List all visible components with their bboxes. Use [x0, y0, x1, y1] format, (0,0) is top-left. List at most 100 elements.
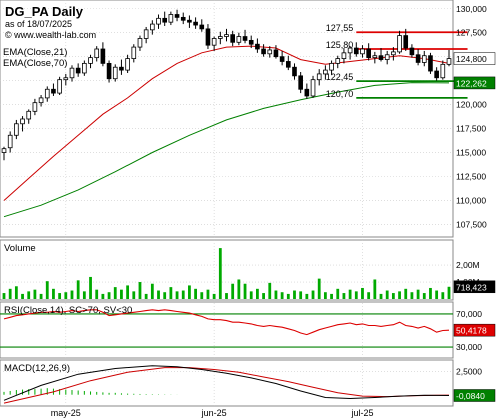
- volume-bar: [354, 291, 358, 299]
- candle-body: [446, 58, 452, 65]
- candle-body: [384, 54, 390, 60]
- volume-bar: [317, 278, 321, 299]
- candle-body: [397, 35, 402, 53]
- volume-bar: [95, 289, 99, 299]
- candle-body: [20, 118, 25, 125]
- candle-body: [94, 48, 100, 59]
- candle-body: [415, 54, 421, 63]
- volume-bar: [200, 292, 204, 299]
- candle-body: [329, 62, 334, 71]
- ema-last-tag-bg: [453, 76, 496, 90]
- axis-labels: 130,000127,500125,000122,500120,000117,5…: [51, 4, 496, 418]
- candle-body: [57, 79, 62, 94]
- volume-bar: [70, 290, 74, 299]
- volume-last-tag-bg: [453, 280, 496, 294]
- volume-bar: [361, 287, 364, 299]
- volume-bar: [305, 293, 309, 299]
- macd-ytick-label: 2,5000: [456, 366, 482, 376]
- volume-bar: [2, 293, 6, 299]
- candle-body: [125, 58, 130, 71]
- volume-bars: [2, 248, 451, 299]
- candle-body: [378, 55, 384, 60]
- volume-bar: [64, 292, 68, 299]
- candle-body: [285, 61, 291, 68]
- rsi-last-tag-bg: [453, 323, 496, 337]
- volume-bar: [367, 292, 371, 299]
- volume-bar: [249, 291, 253, 299]
- candle-body: [7, 134, 13, 149]
- rsi-ytick-label: 30,000: [456, 342, 482, 352]
- candle-body: [341, 52, 347, 59]
- volume-bar: [416, 289, 420, 299]
- volume-ytick-label: 2,00M: [456, 260, 480, 270]
- volume-bar: [299, 291, 303, 299]
- volume-bar: [206, 289, 210, 299]
- level-label: 122,45: [326, 72, 354, 82]
- volume-bar: [132, 291, 136, 299]
- candle-body: [409, 47, 415, 56]
- candle-body: [100, 48, 106, 64]
- volume-bar: [237, 279, 241, 299]
- volume-last-tag: 718,423: [456, 282, 487, 292]
- volume-bar: [52, 288, 55, 299]
- chart-title: DG_PA Daily: [5, 4, 84, 19]
- volume-pane-title: Volume: [4, 243, 36, 254]
- volume-bar: [144, 293, 148, 299]
- candle-body: [261, 48, 266, 55]
- x-tick-label: jul-25: [350, 408, 373, 418]
- macd-histogram: [3, 388, 178, 395]
- ema21-legend: EMA(Close,21): [3, 47, 67, 58]
- candle-body: [199, 24, 205, 30]
- x-tick-label: jun-25: [201, 408, 227, 418]
- rsi-ytick-label: 70,000: [456, 309, 482, 319]
- candle-body: [242, 36, 248, 41]
- candle-body: [316, 73, 322, 81]
- volume-bar: [348, 289, 352, 299]
- price-ytick-label: 127,500: [456, 28, 487, 38]
- rsi-line: [3, 309, 450, 336]
- candle-body: [168, 14, 174, 23]
- volume-bar: [169, 287, 173, 299]
- candle-body: [205, 28, 211, 46]
- candle-body: [391, 51, 396, 56]
- candle-body: [14, 123, 19, 136]
- candle-body: [347, 47, 353, 54]
- volume-bar: [45, 281, 49, 299]
- price-last-tag-bg: [453, 52, 496, 65]
- volume-bar: [379, 293, 383, 299]
- candle-body: [292, 66, 297, 77]
- price-ytick-label: 130,000: [456, 4, 487, 14]
- candle-body: [82, 62, 87, 74]
- volume-bar: [163, 292, 167, 299]
- candle-body: [236, 36, 242, 43]
- volume-bar: [429, 287, 432, 299]
- volume-bar: [27, 291, 31, 299]
- price-ytick-label: 110,000: [456, 195, 486, 205]
- volume-bar: [385, 290, 389, 299]
- volume-bar: [120, 289, 123, 299]
- volume-bar: [188, 285, 191, 299]
- candle-body: [106, 62, 112, 80]
- price-ytick-label: 117,500: [456, 124, 486, 134]
- candle-body: [174, 14, 180, 18]
- ema70-legend: EMA(Close,70): [3, 58, 67, 69]
- candle-body: [180, 16, 186, 21]
- macd-pane: [0, 359, 454, 407]
- candle-body: [403, 35, 409, 49]
- volume-bar: [58, 293, 62, 299]
- candle-body: [69, 67, 75, 79]
- candle-body: [421, 55, 427, 63]
- indicator-lines: [0, 45, 453, 404]
- candle-body: [26, 110, 32, 120]
- volume-bar: [422, 293, 426, 299]
- candle-body: [112, 66, 118, 80]
- price-ytick-label: 120,000: [456, 100, 487, 110]
- candle-body: [38, 97, 44, 104]
- candle-body: [279, 56, 285, 62]
- volume-bar: [441, 292, 445, 299]
- candle-body: [1, 148, 7, 153]
- volume-bar: [293, 290, 296, 299]
- macd-last-tag: -0,0840: [456, 391, 485, 401]
- candle-body: [273, 49, 279, 58]
- candle-body: [323, 69, 328, 75]
